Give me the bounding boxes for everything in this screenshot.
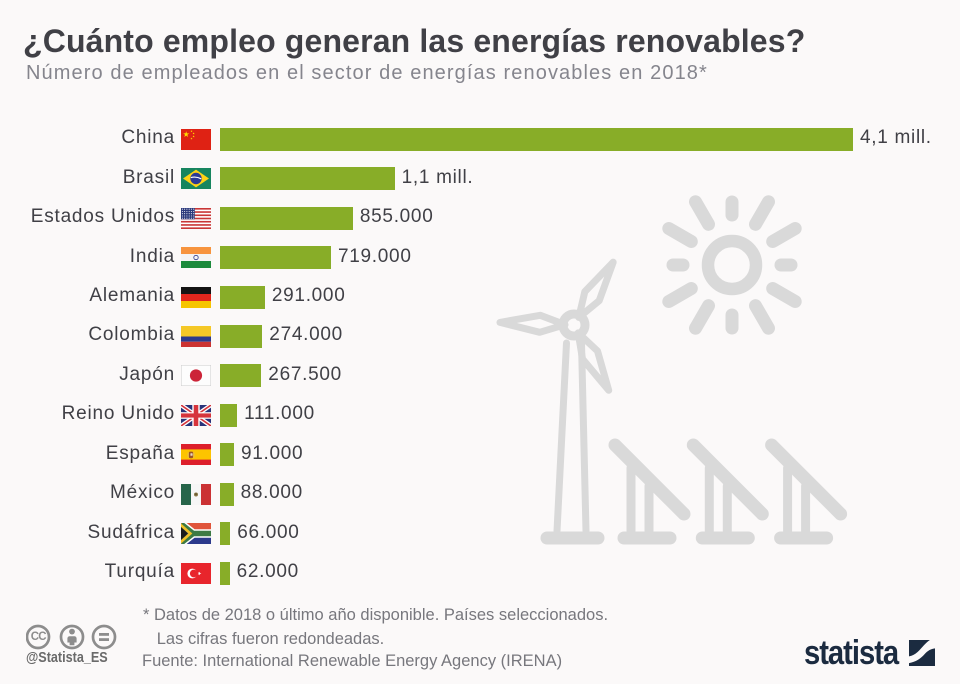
svg-text:CC: CC	[31, 631, 47, 643]
